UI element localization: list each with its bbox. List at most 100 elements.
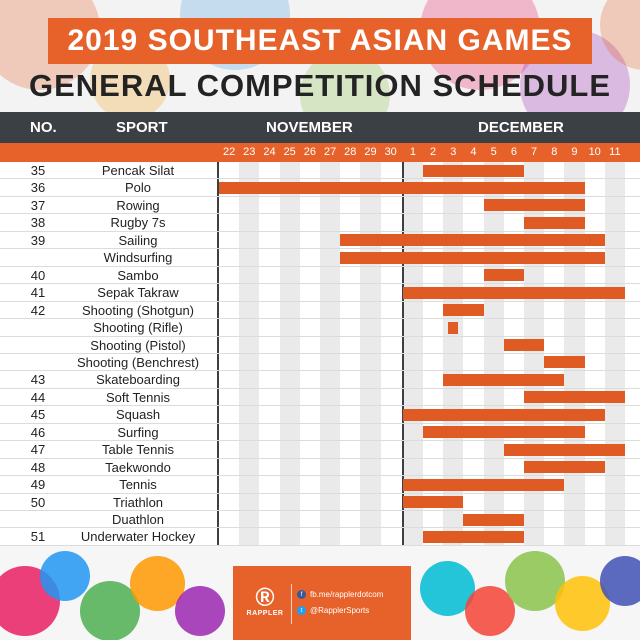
- row-divider: [0, 510, 640, 511]
- row-divider: [0, 213, 640, 215]
- schedule-bar: [402, 478, 565, 491]
- sport-name: Table Tennis: [101, 442, 175, 458]
- day-label: 1: [409, 146, 416, 158]
- row-number: 39: [30, 232, 46, 248]
- header-no: NO.: [30, 119, 57, 136]
- twitter-link[interactable]: t @RapplerSports: [297, 606, 369, 615]
- footer-divider: [291, 584, 292, 624]
- rappler-logo-icon: ® RAPPLER: [246, 582, 284, 617]
- schedule-bar: [423, 426, 585, 439]
- header-december: DECEMBER: [478, 119, 564, 136]
- day-label: 2: [430, 146, 437, 158]
- schedule-bar: [402, 496, 464, 509]
- header-sport: SPORT: [116, 119, 168, 136]
- page-subtitle: GENERAL COMPETITION SCHEDULE: [28, 68, 612, 103]
- sport-name: Sailing: [118, 232, 158, 248]
- row-number: 41: [30, 285, 46, 301]
- schedule-bar: [340, 234, 605, 247]
- day-column-band: [239, 162, 260, 546]
- schedule-bar: [219, 181, 585, 194]
- day-column-band: [604, 162, 625, 546]
- facebook-link[interactable]: f fb.me/rapplerdotcom: [297, 590, 383, 599]
- sport-name: Pencak Silat: [101, 163, 175, 178]
- month-separator: [402, 162, 404, 546]
- day-label: 4: [470, 146, 477, 158]
- sport-name: Surfing: [117, 424, 159, 440]
- schedule-bar: [483, 199, 585, 212]
- schedule-bar: [524, 461, 605, 474]
- sport-name: Squash: [115, 407, 161, 423]
- day-label: 8: [551, 146, 558, 158]
- row-divider: [0, 457, 640, 459]
- sport-name: Rugby 7s: [110, 215, 166, 231]
- sport-name: Rowing: [116, 197, 160, 213]
- day-label: 27: [323, 146, 337, 158]
- sport-name: Soft Tennis: [105, 389, 171, 405]
- row-number: 43: [30, 372, 46, 388]
- row-number: 51: [30, 529, 46, 545]
- row-divider: [0, 265, 640, 267]
- row-number: 46: [30, 424, 46, 440]
- twitter-handle: @RapplerSports: [310, 606, 370, 615]
- row-number: 47: [30, 442, 46, 458]
- schedule-bar: [402, 286, 625, 299]
- schedule-bar: [463, 513, 524, 526]
- sport-name: Skateboarding: [96, 372, 180, 388]
- row-number: 35: [30, 163, 46, 178]
- facebook-handle: fb.me/rapplerdotcom: [310, 590, 384, 599]
- day-label: 22: [222, 146, 236, 158]
- sport-name: Taekwondo: [105, 459, 171, 475]
- sport-name: Sepak Takraw: [97, 285, 179, 301]
- schedule-bar: [423, 164, 524, 177]
- row-number: 45: [30, 407, 46, 423]
- day-label: 6: [510, 146, 517, 158]
- sport-name: Polo: [124, 180, 152, 196]
- row-divider: [0, 387, 640, 389]
- footer: ® RAPPLER f fb.me/rapplerdotcom t @Rappl…: [233, 566, 411, 640]
- row-divider: [0, 352, 640, 354]
- sport-name: Shooting (Rifle): [93, 320, 183, 336]
- page-title: 2019 SOUTHEAST ASIAN GAMES: [48, 18, 592, 64]
- schedule-bar: [423, 530, 524, 543]
- row-divider: [0, 335, 640, 337]
- brand-name: RAPPLER: [246, 610, 284, 617]
- sport-name: Shooting (Benchrest): [76, 354, 200, 370]
- row-divider: [0, 475, 640, 477]
- row-number: 42: [30, 302, 46, 318]
- day-label: 9: [571, 146, 578, 158]
- header-november: NOVEMBER: [266, 119, 353, 136]
- row-number: 44: [30, 389, 46, 405]
- sport-name: Tennis: [119, 477, 157, 493]
- table-header: NO. SPORT NOVEMBER DECEMBER: [0, 112, 640, 143]
- day-label: 26: [303, 146, 317, 158]
- schedule-bar: [483, 269, 524, 282]
- row-number: 50: [30, 494, 46, 510]
- twitter-icon: t: [297, 606, 306, 615]
- row-number: 37: [30, 197, 46, 213]
- day-label: 29: [364, 146, 377, 158]
- day-label: 23: [243, 146, 256, 158]
- row-divider: [0, 544, 640, 546]
- row-number: 36: [30, 180, 46, 196]
- schedule-bar: [503, 443, 625, 456]
- row-number: 38: [30, 215, 46, 231]
- row-divider: [0, 248, 640, 250]
- row-number: 49: [30, 477, 46, 493]
- decorative-sports-shape: [40, 551, 90, 601]
- schedule-bar: [544, 356, 585, 369]
- row-divider: [0, 405, 640, 407]
- row-divider: [0, 440, 640, 442]
- schedule-bar: [524, 216, 585, 229]
- day-label: 10: [588, 146, 601, 158]
- day-header: 22 23 24 25 26 27 28 29 30 1 2 3 4 5 6 7 8 9 10 11: [0, 143, 640, 162]
- row-number: 40: [30, 267, 46, 283]
- sport-name: Shooting (Shotgun): [81, 302, 195, 318]
- day-label: 25: [283, 146, 296, 158]
- row-divider: [0, 527, 640, 529]
- day-column-band: [279, 162, 300, 546]
- sport-name: Windsurfing: [103, 250, 173, 266]
- day-label: 5: [490, 146, 497, 158]
- decorative-sports-shape: [175, 586, 225, 636]
- schedule-bar: [503, 339, 545, 351]
